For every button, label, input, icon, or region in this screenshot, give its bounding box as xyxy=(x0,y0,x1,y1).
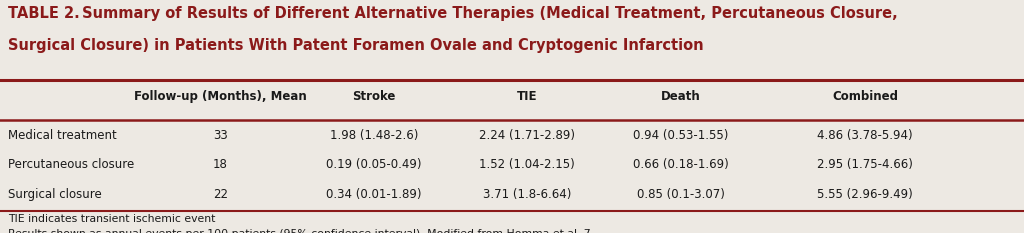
Text: 0.94 (0.53-1.55): 0.94 (0.53-1.55) xyxy=(633,129,729,142)
Text: Death: Death xyxy=(662,90,700,103)
Text: Stroke: Stroke xyxy=(352,90,395,103)
Text: 3.71 (1.8-6.64): 3.71 (1.8-6.64) xyxy=(483,188,571,201)
Text: Summary of Results of Different Alternative Therapies (Medical Treatment, Percut: Summary of Results of Different Alternat… xyxy=(77,6,898,21)
Text: Percutaneous closure: Percutaneous closure xyxy=(8,158,134,171)
Text: 2.95 (1.75-4.66): 2.95 (1.75-4.66) xyxy=(817,158,913,171)
Text: TIE indicates transient ischemic event: TIE indicates transient ischemic event xyxy=(8,214,216,224)
Text: 22: 22 xyxy=(213,188,227,201)
Text: 2.24 (1.71-2.89): 2.24 (1.71-2.89) xyxy=(479,129,575,142)
Text: Results shown as annual events per 100 patients (95% confidence interval). Modif: Results shown as annual events per 100 p… xyxy=(8,229,591,233)
Text: Combined: Combined xyxy=(833,90,898,103)
Text: 0.34 (0.01-1.89): 0.34 (0.01-1.89) xyxy=(326,188,422,201)
Text: 0.66 (0.18-1.69): 0.66 (0.18-1.69) xyxy=(633,158,729,171)
Text: 5.55 (2.96-9.49): 5.55 (2.96-9.49) xyxy=(817,188,913,201)
Text: 0.19 (0.05-0.49): 0.19 (0.05-0.49) xyxy=(326,158,422,171)
Text: TIE: TIE xyxy=(517,90,538,103)
Text: Follow-up (Months), Mean: Follow-up (Months), Mean xyxy=(134,90,306,103)
Text: 1.98 (1.48-2.6): 1.98 (1.48-2.6) xyxy=(330,129,418,142)
Text: Medical treatment: Medical treatment xyxy=(8,129,117,142)
Text: 1.52 (1.04-2.15): 1.52 (1.04-2.15) xyxy=(479,158,575,171)
Text: 0.85 (0.1-3.07): 0.85 (0.1-3.07) xyxy=(637,188,725,201)
Text: 33: 33 xyxy=(213,129,227,142)
Text: TABLE 2.: TABLE 2. xyxy=(8,6,80,21)
Text: Surgical closure: Surgical closure xyxy=(8,188,102,201)
Text: Surgical Closure) in Patients With Patent Foramen Ovale and Cryptogenic Infarcti: Surgical Closure) in Patients With Paten… xyxy=(8,38,703,53)
Text: 18: 18 xyxy=(213,158,227,171)
Text: 4.86 (3.78-5.94): 4.86 (3.78-5.94) xyxy=(817,129,913,142)
